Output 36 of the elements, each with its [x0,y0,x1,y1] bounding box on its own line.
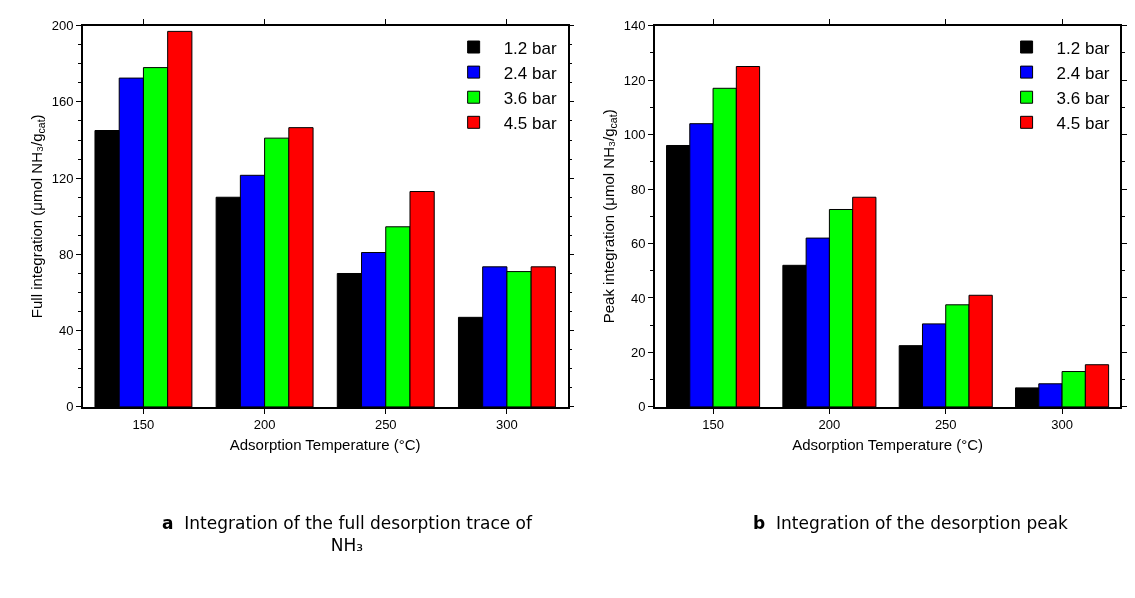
y-tick-label: 80 [631,181,646,197]
x-tick-label: 150 [132,417,155,433]
x-tick-label: 300 [1051,417,1073,433]
legend-label: 3.6 bar [1056,88,1110,108]
legend-label: 2.4 bar [1056,63,1110,83]
y-tick-label: 120 [51,170,74,186]
text: Integration of the desorption peak [775,513,1068,533]
x-tick-label: 200 [253,417,276,433]
text: Integration of the full desorption trace of NH₃ [184,513,532,556]
y-tick-label: 140 [623,18,646,34]
y-tick-label: 40 [59,323,74,339]
y-tick-label: 100 [623,127,646,143]
legend-label: 3.6 bar [503,88,557,108]
legend-label: 4.5 bar [503,113,557,133]
y-tick-label: 200 [51,18,74,34]
text: b [753,513,766,533]
y-tick-label: 160 [51,94,74,110]
x-tick-label: 300 [496,417,518,433]
text: a [162,513,174,533]
legend-label: 2.4 bar [503,63,557,83]
x-tick-label: 250 [934,417,957,433]
y-tick-label: 80 [59,246,74,262]
x-tick-label: 150 [702,417,724,433]
x-axis-title: Adsorption Temperature (°C) [792,435,983,453]
y-tick-label: 20 [631,345,646,361]
y-tick-label: 40 [631,290,646,306]
y-tick-label: 0 [66,399,74,415]
legend-label: 1.2 bar [1056,38,1110,58]
legend-label: 1.2 bar [503,38,557,58]
y-tick-label: 0 [638,399,646,415]
legend-label: 4.5 bar [1056,113,1110,133]
y-tick-label: 120 [623,72,646,88]
x-tick-label: 250 [374,417,397,433]
x-tick-label: 200 [818,417,841,433]
x-axis-title: Adsorption Temperature (°C) [229,435,421,453]
y-tick-label: 60 [631,236,646,252]
